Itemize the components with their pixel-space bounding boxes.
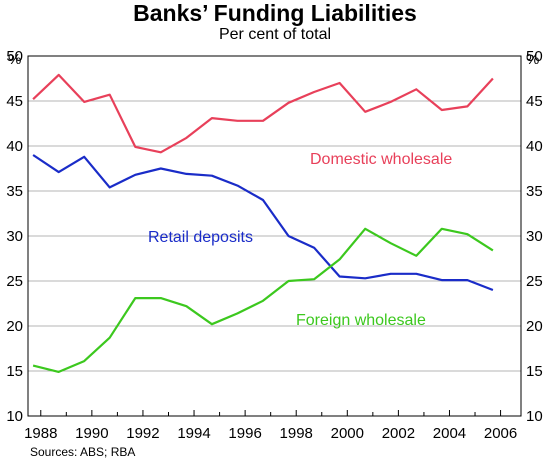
y-tick-label-right-20: 20 xyxy=(526,318,543,335)
plot-frame xyxy=(27,55,522,417)
x-tick-label-1996: 1996 xyxy=(228,425,261,442)
series-label-foreign-wholesale: Foreign wholesale xyxy=(296,312,426,329)
x-tick-label-2002: 2002 xyxy=(382,425,415,442)
x-tick-label-2000: 2000 xyxy=(331,425,364,442)
x-tick-label-1992: 1992 xyxy=(126,425,159,442)
y-tick-label-right-45: 45 xyxy=(526,93,543,110)
y-tick-label-right-30: 30 xyxy=(526,228,543,245)
x-axis-ticks xyxy=(40,410,502,416)
y-tick-label-right-15: 15 xyxy=(526,363,543,380)
x-tick-label-1994: 1994 xyxy=(177,425,210,442)
y-tick-label-left-40: 40 xyxy=(6,138,23,155)
y-tick-label-left-20: 20 xyxy=(6,318,23,335)
series-line-domestic-wholesale xyxy=(32,73,494,154)
y-tick-label-left-35: 35 xyxy=(6,183,23,200)
source-note: Sources: ABS; RBA xyxy=(30,445,136,459)
chart-subtitle: Per cent of total xyxy=(218,26,332,43)
chart-title: Banks’ Funding Liabilities xyxy=(133,0,417,26)
x-tick-label-2004: 2004 xyxy=(433,425,466,442)
y-tick-label-left-50: 50 xyxy=(6,48,23,65)
y-tick-label-right-25: 25 xyxy=(526,273,543,290)
y-tick-label-left-10: 10 xyxy=(6,408,23,425)
series-line-retail-deposits xyxy=(32,154,494,292)
y-unit-label-right: % xyxy=(526,51,539,68)
y-unit-label-left: % xyxy=(8,51,21,68)
series-label-retail-deposits: Retail deposits xyxy=(148,229,253,246)
y-tick-label-right-50: 50 xyxy=(526,48,543,65)
y-tick-label-right-40: 40 xyxy=(526,138,543,155)
y-tick-label-left-45: 45 xyxy=(6,93,23,110)
y-tick-label-left-30: 30 xyxy=(6,228,23,245)
y-tick-label-left-15: 15 xyxy=(6,363,23,380)
gridlines xyxy=(28,100,521,372)
series-lines xyxy=(32,73,494,373)
y-tick-label-right-35: 35 xyxy=(526,183,543,200)
series-line-foreign-wholesale xyxy=(32,227,494,373)
y-tick-label-right-10: 10 xyxy=(526,408,543,425)
x-tick-label-1990: 1990 xyxy=(75,425,108,442)
x-axis-labels: 1988 1990 1992 1994 1996 1998 2000 2002 2004 2006 xyxy=(24,425,517,442)
y-axis-labels: 10 10 15 15 20 20 25 25 30 30 35 35 40 40 45 45 50 50 xyxy=(6,48,542,425)
series-label-domestic-wholesale: Domestic wholesale xyxy=(310,151,452,168)
x-tick-label-1988: 1988 xyxy=(24,425,57,442)
y-tick-label-left-25: 25 xyxy=(6,273,23,290)
x-tick-label-2006: 2006 xyxy=(484,425,517,442)
x-tick-label-1998: 1998 xyxy=(280,425,313,442)
